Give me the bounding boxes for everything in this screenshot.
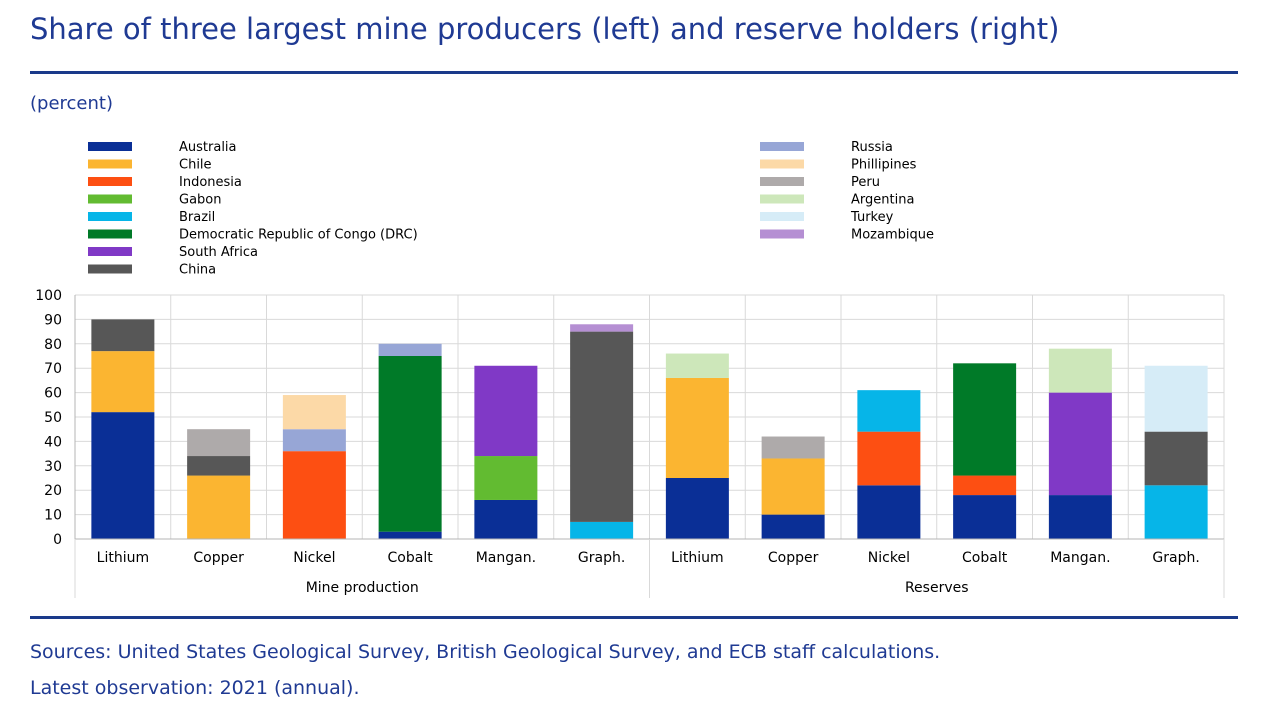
y-tick-label: 50 (44, 410, 62, 426)
bar-reserves-nickel-australia (857, 485, 921, 539)
x-tick-label-nickel: Nickel (868, 550, 910, 566)
bar-mine-production-nickel-phillipines (282, 395, 346, 430)
bar-reserves-copper-peru (761, 436, 825, 459)
legend-label-gabon: Gabon (179, 193, 222, 208)
legend: Australia Chile Indonesia Gabon Brazil Democr… (88, 140, 934, 278)
group-label-reserves: Reserves (905, 580, 969, 596)
group-label-mine-production: Mine production (306, 580, 419, 596)
legend-swatch-brazil (88, 212, 132, 221)
x-tick-label-nickel: Nickel (293, 550, 335, 566)
bar-reserves-lithium-chile (665, 377, 729, 478)
legend-label-brazil: Brazil (179, 210, 215, 225)
latest-observation-note: Latest observation: 2021 (annual). (30, 677, 360, 699)
legend-swatch-turkey (760, 212, 804, 221)
bar-reserves-nickel-indonesia (857, 431, 921, 486)
legend-label-argentina: Argentina (851, 193, 914, 208)
y-tick-label: 100 (35, 288, 62, 304)
y-tick-label: 80 (44, 337, 62, 353)
y-tick-label: 10 (44, 508, 62, 524)
bar-mine-production-mangan-australia (474, 499, 538, 539)
legend-label-chile: Chile (179, 158, 212, 173)
bar-reserves-cobalt-australia (953, 495, 1017, 539)
legend-label-turkey: Turkey (850, 210, 894, 225)
legend-label-peru: Peru (851, 175, 880, 190)
bottom-rule (30, 616, 1238, 619)
legend-swatch-argentina (760, 194, 804, 204)
x-tick-label-graph: Graph. (578, 550, 625, 566)
legend-swatch-china (88, 264, 132, 274)
legend-swatch-indonesia (88, 177, 132, 186)
legend-label-russia: Russia (851, 140, 893, 155)
bar-mine-production-copper-china (187, 456, 251, 476)
x-tick-label-graph: Graph. (1152, 550, 1199, 566)
y-tick-label: 90 (44, 312, 62, 328)
legend-swatch-chile (88, 159, 132, 169)
x-tick-label-copper: Copper (193, 550, 244, 566)
legend-label-indonesia: Indonesia (179, 175, 242, 190)
bar-reserves-copper-chile (761, 458, 825, 515)
x-tick-label-lithium: Lithium (671, 550, 723, 566)
y-tick-label: 0 (53, 532, 62, 548)
legend-swatch-gabon (88, 194, 132, 204)
legend-swatch-peru (760, 177, 804, 186)
bar-mine-production-cobalt-democratic-republic-of-congo-drc (378, 356, 442, 532)
stacked-bar-chart: Australia Chile Indonesia Gabon Brazil Democr… (35, 140, 1225, 598)
sources-note: Sources: United States Geological Survey… (30, 641, 941, 663)
chart-title: Share of three largest mine producers (l… (30, 12, 1060, 46)
legend-label-mozambique: Mozambique (851, 228, 934, 243)
y-tick-label: 20 (44, 483, 62, 499)
x-tick-label-mangan: Mangan. (476, 550, 536, 566)
bar-mine-production-copper-peru (187, 429, 251, 457)
bar-reserves-copper-australia (761, 514, 825, 539)
bars (91, 319, 1208, 539)
bar-mine-production-graph-brazil (570, 521, 634, 539)
legend-swatch-mozambique (760, 229, 804, 239)
bar-mine-production-mangan-gabon (474, 456, 538, 500)
bar-reserves-mangan-argentina (1048, 348, 1112, 393)
y-tick-label: 60 (44, 386, 62, 402)
bar-mine-production-cobalt-russia (378, 343, 442, 356)
bar-reserves-mangan-south-africa (1048, 392, 1112, 496)
bar-reserves-mangan-australia (1048, 495, 1112, 539)
bar-reserves-cobalt-indonesia (953, 475, 1017, 496)
x-tick-label-copper: Copper (768, 550, 819, 566)
bar-reserves-graph-brazil (1144, 485, 1208, 539)
legend-label-democratic-republic-of-congo-drc: Democratic Republic of Congo (DRC) (179, 228, 418, 243)
legend-swatch-phillipines (760, 159, 804, 169)
legend-label-phillipines: Phillipines (851, 158, 917, 173)
bar-mine-production-nickel-russia (282, 429, 346, 452)
legend-swatch-australia (88, 142, 132, 151)
bar-mine-production-cobalt-australia (378, 531, 442, 539)
bar-mine-production-graph-china (570, 331, 634, 522)
top-rule (30, 71, 1238, 74)
bar-reserves-cobalt-democratic-republic-of-congo-drc (953, 363, 1017, 476)
legend-swatch-russia (760, 142, 804, 151)
legend-label-australia: Australia (179, 140, 237, 155)
x-tick-label-cobalt: Cobalt (388, 550, 434, 566)
bar-mine-production-mangan-south-africa (474, 365, 538, 457)
unit-label: (percent) (30, 93, 113, 114)
bar-reserves-lithium-australia (665, 478, 729, 539)
bar-reserves-graph-turkey (1144, 365, 1208, 432)
legend-label-china: China (179, 263, 216, 278)
bar-mine-production-lithium-chile (91, 351, 155, 413)
axes: 0 10 20 30 40 50 60 70 80 90 100 Lithium Copper Nicke… (35, 288, 1225, 598)
bar-reserves-lithium-argentina (665, 353, 729, 378)
x-tick-label-lithium: Lithium (97, 550, 149, 566)
x-tick-label-mangan: Mangan. (1050, 550, 1110, 566)
y-tick-label: 70 (44, 361, 62, 377)
bar-mine-production-nickel-indonesia (282, 451, 346, 539)
bar-mine-production-graph-mozambique (570, 324, 634, 332)
bar-mine-production-copper-chile (187, 475, 251, 539)
bar-mine-production-lithium-australia (91, 412, 155, 539)
legend-label-south-africa: South Africa (179, 245, 258, 260)
bar-reserves-nickel-brazil (857, 390, 921, 432)
legend-swatch-democratic-republic-of-congo-drc (88, 229, 132, 239)
y-tick-label: 30 (44, 459, 62, 475)
x-tick-label-cobalt: Cobalt (962, 550, 1008, 566)
bar-mine-production-lithium-china (91, 319, 155, 352)
bar-reserves-graph-china (1144, 431, 1208, 486)
legend-swatch-south-africa (88, 247, 132, 256)
y-tick-label: 40 (44, 434, 62, 450)
